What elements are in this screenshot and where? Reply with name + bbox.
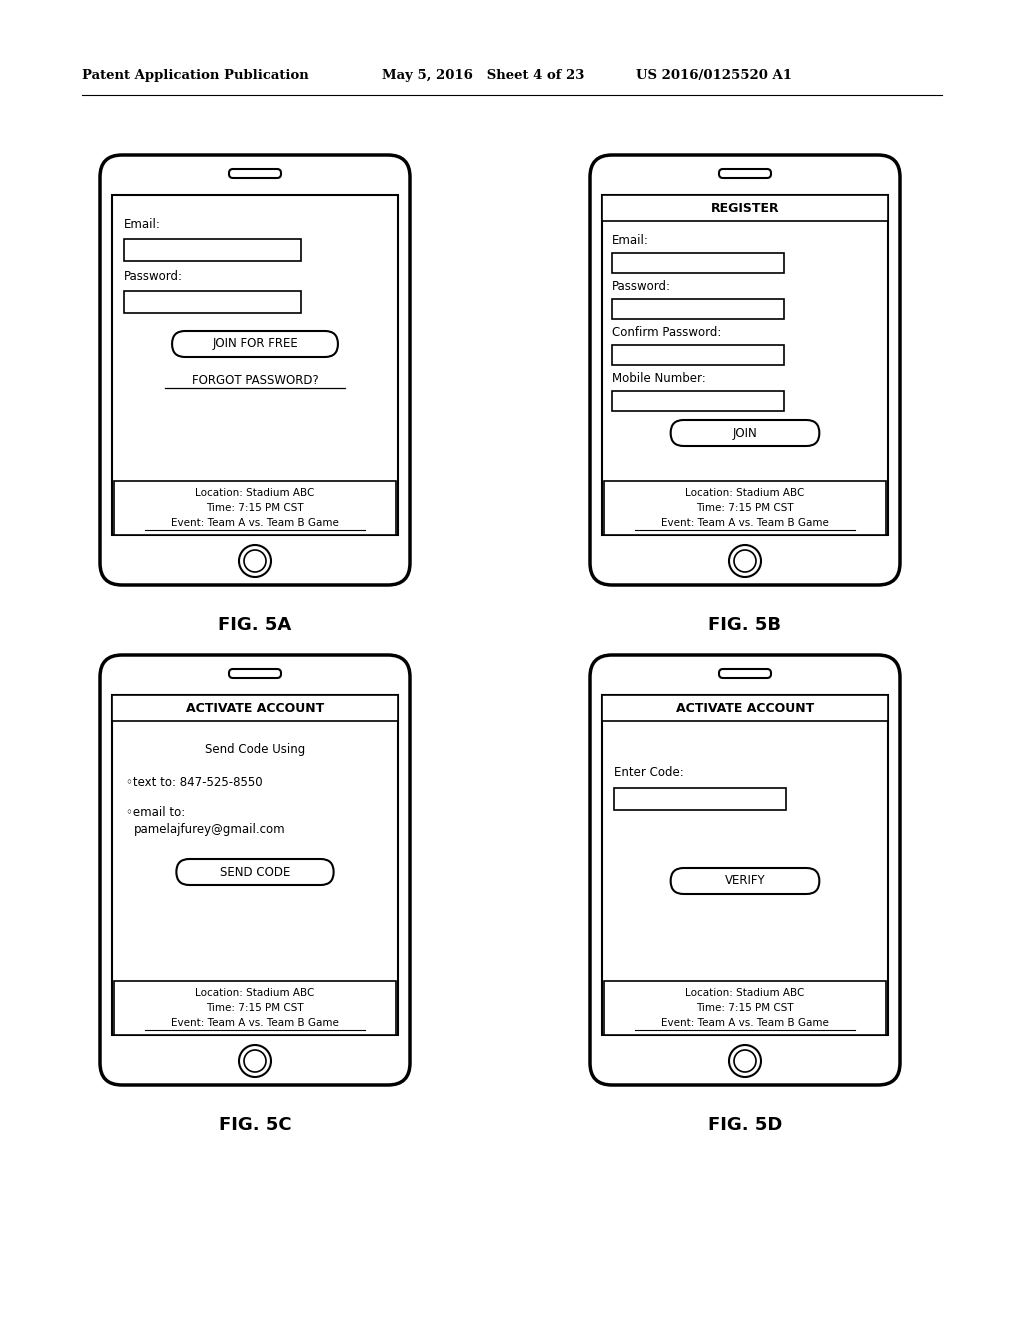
Bar	[612, 391, 783, 411]
Text: May 5, 2016   Sheet 4 of 23: May 5, 2016 Sheet 4 of 23	[382, 69, 585, 82]
Text: Location: Stadium ABC: Location: Stadium ABC	[196, 488, 314, 498]
Bar	[124, 239, 301, 261]
FancyBboxPatch shape	[229, 169, 281, 178]
FancyBboxPatch shape	[590, 154, 900, 585]
Circle shape	[729, 1045, 761, 1077]
Text: Password:: Password:	[612, 280, 671, 293]
Text: Event: Team A vs. Team B Game: Event: Team A vs. Team B Game	[662, 519, 829, 528]
Circle shape	[734, 550, 756, 572]
FancyBboxPatch shape	[719, 669, 771, 678]
Text: ◦email to:: ◦email to:	[126, 805, 185, 818]
Text: Patent Application Publication: Patent Application Publication	[82, 69, 309, 82]
Text: FIG. 5D: FIG. 5D	[708, 1115, 782, 1134]
Text: REGISTER: REGISTER	[711, 202, 779, 214]
Bar	[604, 981, 886, 1035]
Text: Location: Stadium ABC: Location: Stadium ABC	[196, 987, 314, 998]
Text: Mobile Number:: Mobile Number:	[612, 371, 706, 384]
Text: ACTIVATE ACCOUNT: ACTIVATE ACCOUNT	[186, 701, 325, 714]
Text: FIG. 5B: FIG. 5B	[709, 616, 781, 634]
Text: Email:: Email:	[124, 219, 161, 231]
FancyBboxPatch shape	[176, 859, 334, 884]
Text: SEND CODE: SEND CODE	[220, 866, 290, 879]
Bar	[612, 253, 783, 273]
Text: Time: 7:15 PM CST: Time: 7:15 PM CST	[206, 503, 304, 513]
Bar	[602, 696, 888, 1035]
FancyBboxPatch shape	[671, 869, 819, 894]
Text: ACTIVATE ACCOUNT: ACTIVATE ACCOUNT	[676, 701, 814, 714]
Text: Send Code Using: Send Code Using	[205, 743, 305, 756]
Bar	[602, 195, 888, 220]
Bar	[112, 195, 398, 535]
Text: JOIN: JOIN	[732, 426, 758, 440]
FancyBboxPatch shape	[229, 669, 281, 678]
Circle shape	[244, 550, 266, 572]
Text: Event: Team A vs. Team B Game: Event: Team A vs. Team B Game	[171, 519, 339, 528]
Bar	[124, 290, 301, 313]
Circle shape	[734, 1049, 756, 1072]
FancyBboxPatch shape	[671, 420, 819, 446]
Text: FIG. 5C: FIG. 5C	[219, 1115, 291, 1134]
FancyBboxPatch shape	[590, 655, 900, 1085]
Text: Time: 7:15 PM CST: Time: 7:15 PM CST	[206, 1003, 304, 1012]
Bar	[114, 981, 396, 1035]
Text: Event: Team A vs. Team B Game: Event: Team A vs. Team B Game	[662, 1018, 829, 1028]
Text: FIG. 5A: FIG. 5A	[218, 616, 292, 634]
Text: Enter Code:: Enter Code:	[614, 767, 684, 780]
Text: Password:: Password:	[124, 271, 183, 284]
Circle shape	[729, 545, 761, 577]
Text: Confirm Password:: Confirm Password:	[612, 326, 721, 338]
Bar	[602, 195, 888, 535]
Bar	[614, 788, 785, 810]
Text: JOIN FOR FREE: JOIN FOR FREE	[212, 338, 298, 351]
Text: pamelajfurey@gmail.com: pamelajfurey@gmail.com	[134, 824, 286, 837]
Bar	[112, 696, 398, 1035]
Circle shape	[244, 1049, 266, 1072]
FancyBboxPatch shape	[100, 655, 410, 1085]
Bar	[612, 300, 783, 319]
Bar	[602, 696, 888, 721]
Text: Location: Stadium ABC: Location: Stadium ABC	[685, 987, 805, 998]
Text: Time: 7:15 PM CST: Time: 7:15 PM CST	[696, 503, 794, 513]
Text: FORGOT PASSWORD?: FORGOT PASSWORD?	[191, 375, 318, 388]
Circle shape	[239, 545, 271, 577]
FancyBboxPatch shape	[172, 331, 338, 356]
Text: Email:: Email:	[612, 234, 649, 247]
Text: VERIFY: VERIFY	[725, 874, 765, 887]
Text: ◦text to: 847-525-8550: ◦text to: 847-525-8550	[126, 776, 262, 788]
Bar	[112, 696, 398, 721]
FancyBboxPatch shape	[100, 154, 410, 585]
Text: Location: Stadium ABC: Location: Stadium ABC	[685, 488, 805, 498]
Text: Time: 7:15 PM CST: Time: 7:15 PM CST	[696, 1003, 794, 1012]
Bar	[114, 480, 396, 535]
Bar	[612, 345, 783, 366]
FancyBboxPatch shape	[719, 169, 771, 178]
Text: Event: Team A vs. Team B Game: Event: Team A vs. Team B Game	[171, 1018, 339, 1028]
Circle shape	[239, 1045, 271, 1077]
Bar	[604, 480, 886, 535]
Text: US 2016/0125520 A1: US 2016/0125520 A1	[636, 69, 792, 82]
